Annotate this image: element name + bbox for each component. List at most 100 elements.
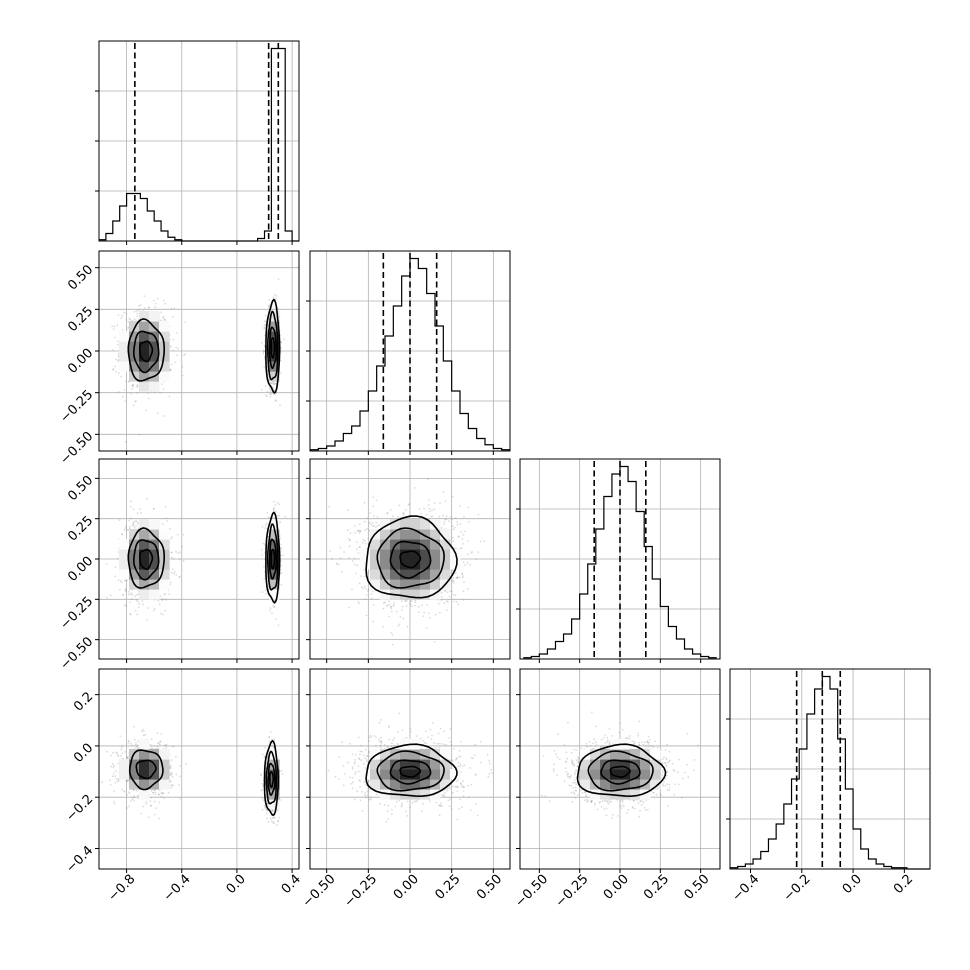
sample-point	[119, 755, 122, 757]
sample-point	[171, 776, 174, 778]
density-cell	[159, 371, 170, 382]
sample-point	[279, 799, 282, 801]
sample-point	[120, 317, 123, 320]
sample-point	[264, 385, 267, 388]
density-cell	[139, 351, 150, 362]
sample-point	[119, 580, 122, 582]
sample-point	[128, 317, 131, 320]
sample-point	[112, 775, 114, 778]
sample-point	[124, 441, 127, 443]
sample-point	[164, 745, 167, 747]
sample-point	[126, 757, 129, 760]
hist2d-frame-0-3	[98, 668, 300, 870]
sample-point	[141, 728, 144, 731]
sample-point	[145, 800, 148, 803]
sample-point	[128, 805, 131, 808]
sample-point	[164, 609, 166, 612]
sample-point	[274, 618, 277, 620]
sample-point	[280, 583, 283, 586]
hist2d-content-1-2	[310, 459, 510, 659]
sample-point	[260, 549, 263, 551]
density-cell	[139, 739, 150, 750]
sample-point	[125, 380, 127, 383]
sample-point	[268, 306, 271, 309]
sample-point	[263, 805, 266, 807]
sample-point	[388, 615, 390, 618]
sample-point	[137, 385, 139, 387]
sample-point	[172, 745, 175, 748]
sample-point	[135, 599, 138, 602]
sample-point	[152, 791, 155, 794]
contour-0-3-0-0	[135, 759, 157, 780]
density-cell	[159, 769, 170, 780]
sample-point	[173, 307, 176, 309]
density-cell	[149, 529, 160, 540]
density-cell	[269, 579, 280, 590]
density-cell	[119, 341, 130, 352]
histogram-0	[99, 47, 299, 242]
sample-point	[277, 820, 279, 823]
sample-point	[131, 388, 133, 390]
sample-point	[147, 607, 149, 609]
sample-point	[170, 307, 173, 310]
sample-point	[136, 744, 139, 746]
sample-point	[127, 326, 130, 329]
sample-point	[170, 551, 173, 554]
sample-point	[404, 599, 407, 602]
sample-point	[464, 530, 466, 533]
sample-point	[159, 741, 161, 743]
sample-point	[179, 797, 181, 800]
sample-point	[149, 805, 152, 807]
density-cell	[139, 381, 150, 392]
sample-point	[117, 779, 120, 782]
sample-point	[275, 297, 277, 300]
sample-point	[124, 588, 127, 590]
density-cell	[129, 529, 140, 540]
sample-point	[117, 762, 120, 765]
density-cell	[129, 539, 140, 550]
sample-point	[274, 504, 277, 506]
sample-point	[117, 360, 120, 362]
sample-point	[169, 767, 172, 770]
sample-point	[116, 343, 119, 346]
sample-point	[114, 775, 117, 777]
sample-point	[172, 557, 175, 560]
sample-point	[430, 515, 433, 518]
sample-point	[272, 605, 274, 607]
sample-point	[280, 548, 282, 550]
sample-point	[273, 383, 275, 386]
density-cell	[139, 789, 150, 800]
hist2d-content-0-3	[99, 669, 299, 869]
sample-point	[147, 397, 150, 400]
sample-point	[139, 508, 142, 511]
sample-point	[115, 358, 118, 361]
sample-point	[273, 383, 275, 385]
sample-point	[382, 602, 385, 605]
sample-point	[265, 593, 267, 595]
sample-point	[123, 311, 126, 314]
sample-point	[263, 578, 266, 580]
sample-point	[117, 579, 120, 582]
sample-point	[278, 514, 281, 517]
sample-point	[269, 817, 272, 820]
sample-point	[127, 590, 130, 593]
sample-point	[150, 747, 153, 750]
sample-point	[164, 319, 167, 321]
sample-point	[279, 537, 282, 540]
sample-point	[135, 741, 138, 744]
sample-point	[131, 598, 133, 600]
sample-point	[139, 304, 142, 307]
sample-point	[271, 817, 274, 819]
sample-point	[172, 338, 175, 341]
sample-point	[153, 800, 156, 803]
sample-point	[121, 788, 123, 791]
sample-point	[427, 478, 429, 480]
density-cell	[269, 789, 280, 800]
sample-point	[132, 795, 135, 798]
sample-point	[128, 791, 131, 793]
sample-point	[170, 571, 173, 574]
sample-point	[173, 572, 175, 575]
sample-point	[165, 598, 167, 601]
sample-point	[359, 530, 362, 533]
sample-point	[280, 572, 283, 574]
